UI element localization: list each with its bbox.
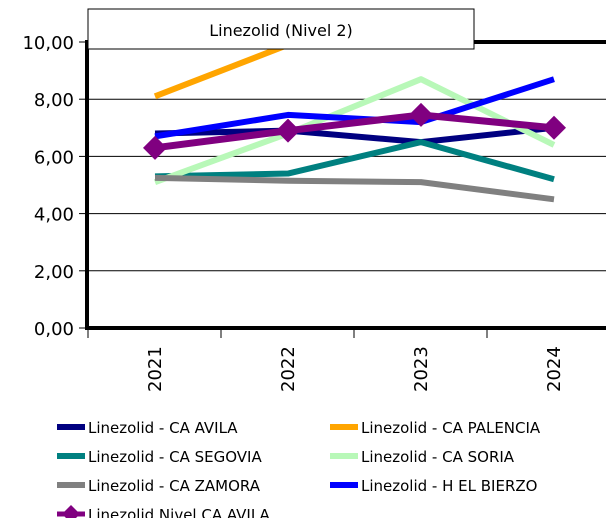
legend-label: Linezolid - CA SORIA <box>361 448 515 466</box>
legend-swatch <box>330 453 358 459</box>
legend-item: Linezolid - CA PALENCIA <box>330 419 541 437</box>
series-linezolid-ca-palencia <box>153 42 290 100</box>
legend-label: Linezolid Nivel CA AVILA <box>88 506 271 518</box>
series-line <box>153 76 556 185</box>
series-line <box>153 42 290 100</box>
series-linezolid-ca-zamora <box>154 174 555 203</box>
legend-item: Linezolid - CA ZAMORA <box>57 477 261 495</box>
legend-item: Linezolid - CA AVILA <box>57 419 238 437</box>
y-tick-label: 10,00 <box>22 33 74 54</box>
legend-label: Linezolid - CA ZAMORA <box>88 477 261 495</box>
series-line <box>154 139 555 183</box>
legend-swatch <box>57 453 85 459</box>
data-point <box>276 118 300 143</box>
data-point <box>542 115 566 140</box>
legend-item: Linezolid - CA SORIA <box>330 448 515 466</box>
legend-swatch <box>330 482 358 488</box>
legend-label: Linezolid - H EL BIERZO <box>361 477 537 495</box>
x-tick-label: 2023 <box>411 346 432 392</box>
y-tick-label: 2,00 <box>34 262 74 283</box>
series-linezolid-h-el-bierzo <box>154 76 555 140</box>
gridlines <box>87 98 606 272</box>
chart-title: Linezolid (Nivel 2) <box>209 21 353 40</box>
y-tick-label: 6,00 <box>34 147 74 168</box>
legend-swatch <box>57 424 85 430</box>
series-lines <box>143 42 566 203</box>
series-line <box>154 174 555 203</box>
series-line <box>154 76 555 140</box>
data-point <box>143 135 167 160</box>
series-linezolid-ca-avila <box>154 124 555 146</box>
legend-swatch <box>57 482 85 488</box>
y-tick-label: 4,00 <box>34 205 74 226</box>
series-line <box>154 124 555 146</box>
series-line <box>154 111 555 152</box>
legend-label: Linezolid - CA AVILA <box>88 419 238 437</box>
legend-item: Linezolid Nivel CA AVILA <box>57 505 271 518</box>
x-tick-labels: 2021 2022 2023 2024 <box>87 328 565 392</box>
legend-item: Linezolid - H EL BIERZO <box>330 477 537 495</box>
legend-label: Linezolid - CA SEGOVIA <box>88 448 262 466</box>
x-tick-label: 2024 <box>544 346 565 392</box>
legend-label: Linezolid - CA PALENCIA <box>361 419 541 437</box>
data-point <box>409 102 433 127</box>
legend-swatch <box>330 424 358 430</box>
legend: Linezolid - CA AVILA Linezolid - CA PALEN… <box>57 419 541 518</box>
series-linezolid-nivel-ca-avila <box>143 102 566 160</box>
legend-item: Linezolid - CA SEGOVIA <box>57 448 262 466</box>
series-linezolid-ca-segovia <box>154 139 555 183</box>
y-tick-label: 0,00 <box>34 319 74 340</box>
legend-marker <box>62 505 80 518</box>
chart-title-box: Linezolid (Nivel 2) <box>87 8 475 50</box>
axes <box>85 40 606 330</box>
series-linezolid-ca-soria <box>153 76 556 185</box>
y-tick-labels: 0,00 2,00 4,00 6,00 8,00 10,00 <box>22 33 87 340</box>
y-tick-label: 8,00 <box>34 90 74 111</box>
x-tick-label: 2021 <box>145 346 166 392</box>
x-tick-label: 2022 <box>278 346 299 392</box>
